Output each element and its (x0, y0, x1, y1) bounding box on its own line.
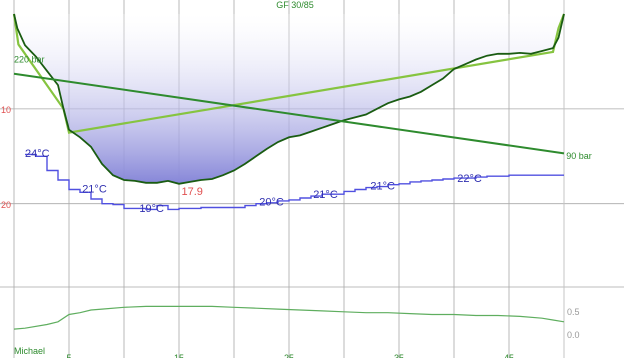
x-tick-label: 45 (504, 353, 514, 358)
temperature-label: 19°C (139, 203, 164, 215)
pressure-label: 220 bar (14, 54, 45, 64)
temperature-label: 20°C (259, 197, 284, 209)
temperature-label: 21°C (82, 183, 107, 195)
temperature-label: 21°C (313, 189, 338, 201)
depth-tick-10: 10 (1, 105, 11, 115)
chart-title: GF 30/85 (276, 0, 314, 10)
temperature-line (25, 153, 564, 211)
axis-labels: GF 30/85 10 20 0.5 0.0 Michael 5 15 25 3… (1, 0, 580, 358)
series-lines (12, 13, 566, 330)
pressure-label: 90 bar (566, 151, 592, 161)
x-tick-label: 25 (284, 353, 294, 358)
min-depth-label: 17.9 (181, 186, 202, 198)
side-tick-0-0: 0.0 (567, 330, 580, 340)
x-tick-label: 5 (66, 353, 71, 358)
chart-labels: 220 bar 90 bar 24°C 21°C 19°C 20°C 21°C 21°C 22°… (14, 54, 592, 215)
temperature-label: 22°C (457, 173, 482, 185)
side-tick-0-5: 0.5 (567, 307, 580, 317)
depth-area-fill (14, 14, 564, 184)
depth-profile-line (13, 13, 565, 185)
ceiling-line (12, 13, 566, 134)
footer-label: Michael (14, 346, 45, 356)
bottom-series-line (13, 305, 565, 330)
x-tick-label: 15 (174, 353, 184, 358)
temperature-label: 21°C (370, 180, 395, 192)
temperature-label: 24°C (25, 148, 50, 160)
depth-area (14, 14, 564, 184)
depth-tick-20: 20 (1, 200, 11, 210)
x-tick-label: 35 (394, 353, 404, 358)
tank-pressure-line (13, 72, 565, 155)
